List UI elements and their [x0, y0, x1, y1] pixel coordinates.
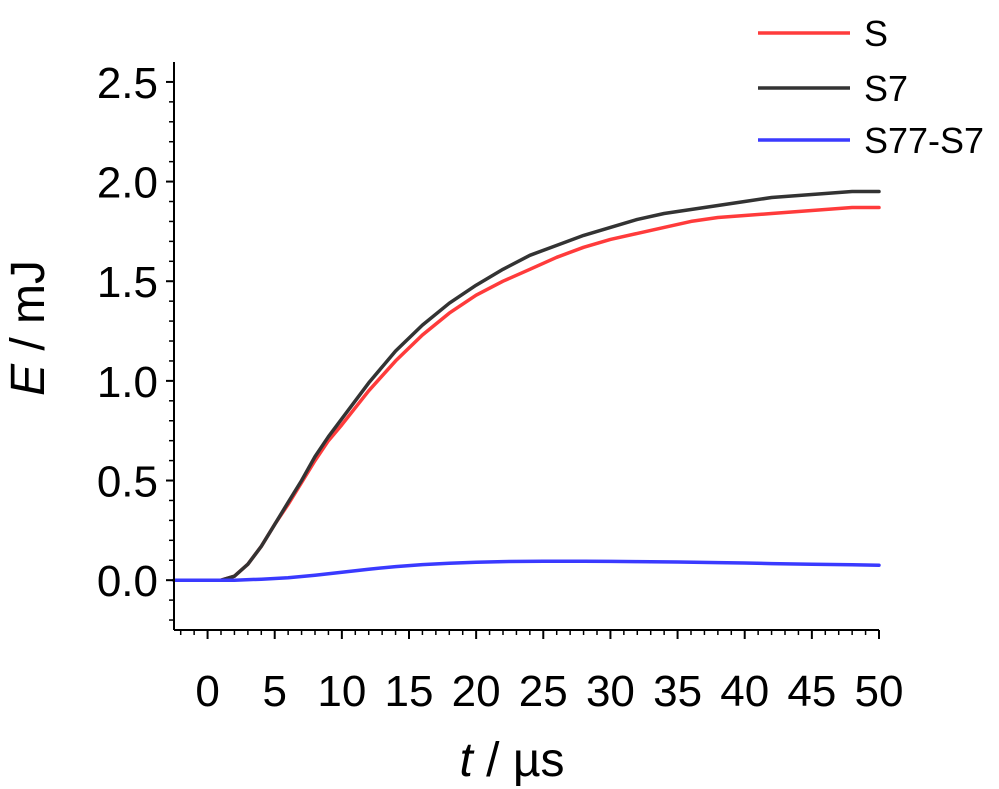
y-tick-label: 1.0	[97, 358, 158, 407]
x-axis-title: t / µs	[459, 734, 564, 787]
y-tick-label: 2.0	[97, 159, 158, 208]
x-tick-label: 10	[317, 667, 366, 716]
legend-label: S77-S7	[864, 120, 984, 161]
x-tick-label: 15	[385, 667, 434, 716]
series-line-s	[172, 205, 881, 582]
x-tick-label: 50	[855, 667, 904, 716]
y-tick-label: 0.5	[97, 458, 158, 507]
x-axis-unit: / µs	[473, 734, 565, 787]
plot-lines	[172, 189, 881, 582]
legend-label: S7	[864, 68, 908, 109]
x-tick-label: 30	[586, 667, 635, 716]
x-tick-label: 35	[653, 667, 702, 716]
y-axis-variable: E	[2, 363, 55, 396]
x-tick-label: 0	[195, 667, 219, 716]
x-axis-variable: t	[459, 734, 474, 787]
series-line-s7	[172, 189, 881, 582]
legend-label: S	[864, 13, 888, 54]
x-tick-label: 25	[519, 667, 568, 716]
y-tick-label: 1.5	[97, 258, 158, 307]
y-tick-label: 0.0	[97, 557, 158, 606]
y-tick-label: 2.5	[97, 59, 158, 108]
tick-labels: 0 5 10 15 20 25 30 35 40 45 50 0.0 0.5 1.0 1.5 2.0 2.5	[97, 59, 904, 716]
x-tick-label: 45	[787, 667, 836, 716]
series-line-s77-s7	[172, 559, 881, 582]
y-axis-unit: / mJ	[2, 260, 55, 364]
y-axis-title: E / mJ	[2, 260, 55, 396]
axes	[173, 62, 879, 631]
x-tick-label: 5	[262, 667, 286, 716]
legend: S S7 S77-S7	[758, 13, 984, 161]
x-tick-label: 40	[720, 667, 769, 716]
ticks	[166, 80, 880, 639]
x-tick-label: 20	[452, 667, 501, 716]
